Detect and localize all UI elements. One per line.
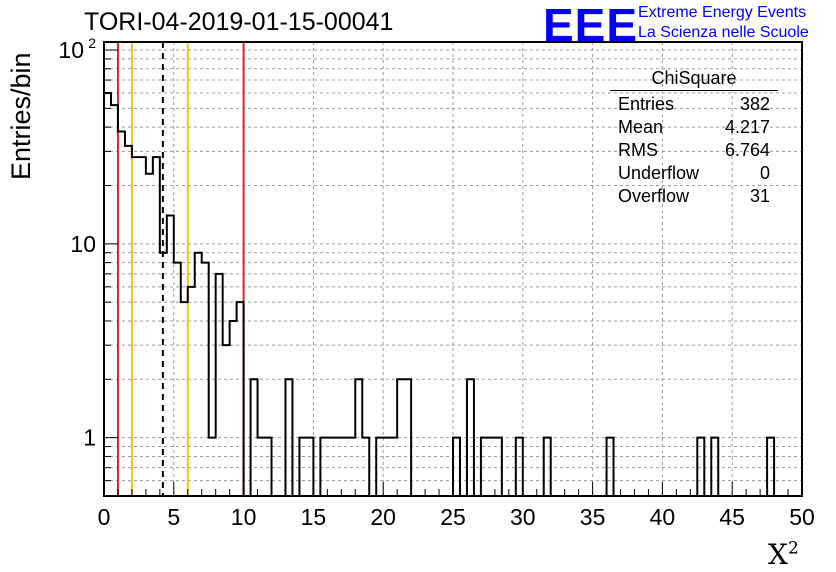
stats-row: RMS 6.764 xyxy=(610,139,778,162)
histogram-bin xyxy=(397,379,404,496)
stats-row: Mean 4.217 xyxy=(610,116,778,139)
stats-label: Overflow xyxy=(618,186,690,206)
histogram-bin xyxy=(383,438,390,496)
x-tick-label: 0 xyxy=(98,504,111,530)
histogram-bin xyxy=(132,157,139,496)
histogram-bin xyxy=(495,438,502,496)
stats-value: 6.764 xyxy=(724,140,770,160)
histogram-bin xyxy=(453,438,460,496)
axis-ticks xyxy=(103,49,803,497)
stats-value: 31 xyxy=(749,186,770,206)
stats-label: Mean xyxy=(618,117,664,137)
histogram-bin xyxy=(544,438,551,496)
histogram-bin xyxy=(139,157,146,496)
stats-label: Underflow xyxy=(618,163,700,183)
x-tick-label: 30 xyxy=(510,504,536,530)
x-axis-label: X2 xyxy=(768,538,799,571)
stats-value: 0 xyxy=(759,163,770,183)
histogram-bin xyxy=(481,438,488,496)
histogram-bin xyxy=(188,287,195,496)
histogram-bin xyxy=(265,438,272,496)
histogram-bin xyxy=(711,438,718,496)
logo-line-1: Extreme Energy Events xyxy=(638,4,807,21)
x-tick-label: 35 xyxy=(580,504,606,530)
histogram-bin xyxy=(160,253,167,496)
histogram-bin xyxy=(376,438,383,496)
chart-title: TORI-04-2019-01-15-00041 xyxy=(84,8,394,36)
histogram-bin xyxy=(467,379,474,496)
histogram-bin xyxy=(125,146,132,496)
histogram-bin xyxy=(697,438,704,496)
x-tick-label: 40 xyxy=(650,504,676,530)
stats-row: Entries 382 xyxy=(610,93,778,116)
y-tick-label: 10 xyxy=(70,231,96,257)
y-tick-label: 1 xyxy=(83,425,96,451)
y-axis-label: Entries/bin xyxy=(6,52,36,180)
histogram-bin xyxy=(327,438,334,496)
y-tick-label: 10 xyxy=(58,37,84,63)
histogram-bin xyxy=(104,93,111,496)
histogram-bin xyxy=(251,379,258,496)
stats-label: RMS xyxy=(618,140,658,160)
histogram-bin xyxy=(355,379,362,496)
histogram-bin xyxy=(607,438,614,496)
logo-line-2: La Scienza nelle Scuole xyxy=(638,24,809,41)
histogram-bin xyxy=(258,438,265,496)
x-tick-label: 15 xyxy=(301,504,327,530)
histogram-bin xyxy=(299,438,306,496)
histogram-bin xyxy=(223,345,230,496)
x-tick-label: 5 xyxy=(167,504,180,530)
histogram-bin xyxy=(230,321,237,496)
histogram-bin xyxy=(146,174,153,496)
histogram-bin xyxy=(516,438,523,496)
stats-row: Underflow 0 xyxy=(610,162,778,185)
histogram-bin xyxy=(153,157,160,496)
grid-lines xyxy=(104,42,802,497)
eee-logo: EEE xyxy=(543,0,639,51)
x-tick-label: 25 xyxy=(440,504,466,530)
histogram-bin xyxy=(118,131,125,496)
histogram-bin xyxy=(174,263,181,496)
histogram-bin xyxy=(334,438,341,496)
stats-title: ChiSquare xyxy=(610,66,778,91)
histogram-bin xyxy=(488,438,495,496)
y-tick-label-exponent: 2 xyxy=(88,35,96,51)
histogram-bin xyxy=(195,253,202,496)
stats-box: ChiSquare Entries 382 Mean 4.217 RMS 6.764 … xyxy=(610,66,778,208)
histogram-bin xyxy=(216,274,223,496)
stats-value: 382 xyxy=(739,94,770,114)
histogram-bin xyxy=(390,438,397,496)
histogram-bin xyxy=(348,438,355,496)
histogram-bin xyxy=(341,438,348,496)
histogram-bin xyxy=(202,263,209,496)
histogram-bin xyxy=(362,438,369,496)
histogram-bin xyxy=(404,379,411,496)
stats-row: Overflow 31 xyxy=(610,185,778,208)
histogram-bin xyxy=(181,302,188,496)
histogram-bin xyxy=(320,438,327,496)
stats-value: 4.217 xyxy=(724,117,770,137)
histogram-bin xyxy=(167,216,174,496)
histogram-bin xyxy=(209,438,216,496)
x-tick-label: 10 xyxy=(231,504,257,530)
histogram-bin xyxy=(306,438,313,496)
histogram-bin xyxy=(237,302,244,496)
x-tick-label: 45 xyxy=(719,504,745,530)
x-tick-label: 20 xyxy=(370,504,396,530)
histogram-bin xyxy=(285,379,292,496)
x-tick-label: 50 xyxy=(789,504,815,530)
stats-label: Entries xyxy=(618,94,675,114)
histogram-bin xyxy=(767,438,774,496)
